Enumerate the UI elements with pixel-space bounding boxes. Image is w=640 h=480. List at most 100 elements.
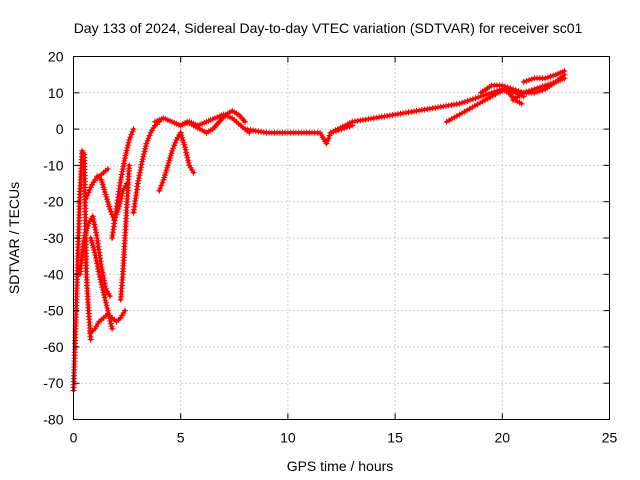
data-point: [106, 312, 112, 319]
data-point: [130, 126, 137, 133]
data-point: [526, 88, 533, 94]
data-point: [561, 75, 568, 82]
data-point: [159, 179, 166, 186]
series-s20: [499, 86, 525, 107]
y-tick-label: -30: [43, 230, 63, 246]
data-point: [107, 320, 114, 327]
series-s8: [117, 162, 133, 303]
data-point: [512, 87, 519, 94]
data-point: [469, 96, 476, 103]
series-s13: [177, 107, 248, 136]
data-point: [123, 147, 130, 154]
data-point: [472, 95, 479, 102]
data-point: [83, 195, 90, 202]
data-point: [143, 140, 150, 147]
data-point: [520, 78, 527, 85]
data-point: [550, 79, 557, 86]
data-point: [459, 110, 465, 117]
data-point: [518, 100, 525, 107]
data-point: [183, 152, 190, 158]
series-s15: [327, 86, 506, 136]
data-point: [84, 192, 91, 199]
ticks: 0 5 10 15 20 25 -80 -70 -60 -50 -40 -30 -20 -10 0 10 20: [43, 49, 617, 446]
data-point: [138, 164, 144, 171]
data-point: [523, 78, 530, 84]
data-point: [93, 232, 100, 239]
data-point: [242, 118, 248, 125]
data-point: [125, 139, 132, 146]
data-point: [98, 279, 105, 286]
data-point: [145, 135, 152, 142]
x-tick-label: 20: [495, 430, 511, 446]
data-point: [474, 101, 481, 108]
data-point: [528, 76, 535, 83]
data-point: [98, 281, 105, 288]
data-point: [528, 87, 535, 94]
data-point: [106, 293, 113, 300]
data-point: [128, 131, 135, 138]
y-tick-label: -20: [43, 194, 63, 210]
data-point: [87, 336, 94, 343]
data-point: [182, 146, 189, 153]
data-point: [104, 305, 111, 311]
data-point: [123, 150, 130, 156]
data-point: [190, 169, 197, 176]
data-point: [544, 81, 551, 88]
data-point: [127, 134, 134, 141]
data-point: [109, 325, 116, 332]
series-s4: [87, 235, 116, 332]
data-point: [325, 135, 332, 142]
series-s11: [156, 129, 184, 194]
data-point: [144, 137, 151, 144]
data-point: [86, 186, 93, 193]
x-tick-label: 25: [602, 430, 618, 446]
data-point: [96, 271, 103, 278]
data-point: [459, 99, 466, 106]
data-point: [142, 143, 149, 150]
data-point: [547, 80, 554, 87]
data-point: [542, 82, 549, 89]
data-point: [324, 137, 331, 144]
data-point: [108, 323, 115, 330]
data-point: [120, 163, 127, 170]
data-point: [103, 299, 109, 306]
data-point: [93, 257, 100, 264]
data-point: [121, 157, 128, 164]
data-point: [105, 310, 112, 317]
y-tick-label: -10: [43, 157, 63, 173]
data-point: [475, 94, 482, 101]
data-point: [534, 85, 541, 92]
data-point: [126, 137, 133, 143]
data-point: [106, 206, 113, 212]
data-point: [94, 263, 101, 270]
y-tick-label: 10: [48, 85, 64, 101]
data-point: [539, 83, 546, 90]
data-point: [103, 302, 110, 309]
data-point: [104, 166, 111, 172]
data-point: [464, 107, 471, 114]
data-point: [156, 187, 163, 194]
data-point: [523, 88, 530, 95]
data-point: [504, 84, 511, 91]
y-tick-label: 20: [48, 49, 64, 65]
data-point: [507, 85, 514, 92]
data-point: [185, 157, 192, 164]
data-point: [122, 155, 128, 162]
data-point: [140, 153, 147, 160]
data-point: [547, 73, 554, 80]
chart-title: Day 133 of 2024, Sidereal Day-to-day VTE…: [74, 20, 583, 36]
data-point: [453, 113, 460, 119]
data-point: [85, 189, 92, 196]
data-point: [531, 86, 538, 93]
data-point: [461, 98, 468, 105]
data-point: [464, 98, 471, 104]
data-point: [483, 91, 490, 98]
data-point: [118, 171, 125, 178]
x-axis-label: GPS time / hours: [287, 458, 394, 474]
x-tick-label: 5: [177, 430, 185, 446]
data-point: [515, 88, 522, 94]
data-point: [141, 148, 148, 155]
y-tick-label: -50: [43, 303, 63, 319]
data-point: [122, 307, 128, 314]
